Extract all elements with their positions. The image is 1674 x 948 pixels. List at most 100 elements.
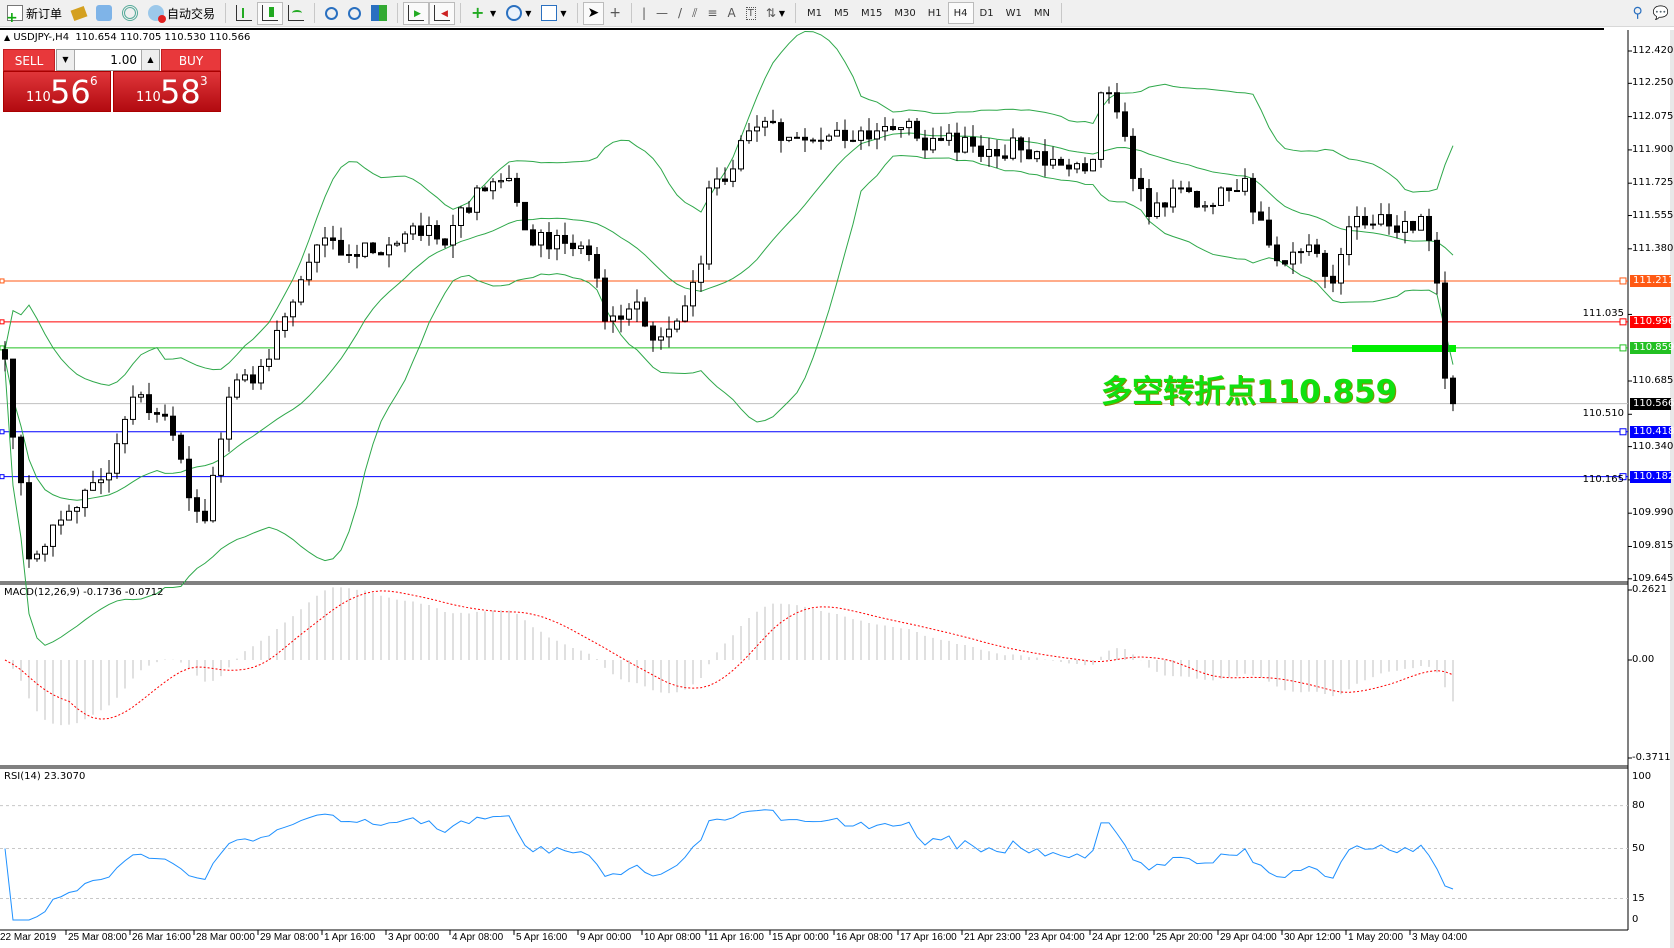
- candle-body: [546, 231, 552, 250]
- channel-button[interactable]: ⫽: [687, 2, 702, 25]
- candle-body: [674, 320, 680, 330]
- timeframe-mn[interactable]: MN: [1033, 7, 1050, 19]
- candle-body: [90, 482, 96, 491]
- candle-body: [514, 177, 520, 203]
- level-handle: [1619, 473, 1627, 481]
- horizontal-line-button[interactable]: —: [651, 2, 673, 25]
- line-chart-button[interactable]: [283, 2, 309, 25]
- chart-shift-button[interactable]: ◀: [429, 1, 456, 25]
- trendline-button[interactable]: /: [673, 2, 687, 25]
- candle-body: [970, 136, 976, 147]
- lot-decrease-button[interactable]: ▼: [57, 50, 75, 70]
- candle-body: [1146, 188, 1152, 217]
- auto-scroll-button[interactable]: ▶: [403, 1, 430, 25]
- lot-stepper[interactable]: ▼ 1.00 ▲: [56, 49, 160, 71]
- candle-body: [1106, 92, 1112, 95]
- fibonacci-button[interactable]: ≡: [702, 2, 722, 25]
- templates-button[interactable]: ▼: [536, 2, 571, 25]
- bid-pips: 56: [50, 73, 91, 111]
- text-label-button[interactable]: T: [741, 2, 761, 25]
- auto-trading-button[interactable]: 自动交易: [143, 2, 220, 25]
- candle-body: [1074, 163, 1080, 170]
- candle-body: [34, 553, 40, 560]
- rsi-label: RSI(14) 23.3070: [4, 771, 86, 782]
- text-button[interactable]: A: [722, 2, 740, 25]
- bid-price[interactable]: 110 56 6: [3, 71, 111, 112]
- candle-body: [1162, 202, 1168, 208]
- time-axis-label: 29 Mar 08:00: [260, 932, 319, 943]
- candle-body: [866, 130, 872, 140]
- zoom-out-button[interactable]: [343, 2, 366, 25]
- vertical-line-button[interactable]: |: [637, 2, 651, 25]
- candle-body: [826, 135, 832, 141]
- lot-input[interactable]: 1.00: [110, 53, 137, 67]
- candle-body: [1346, 226, 1352, 256]
- bar-chart-button[interactable]: [231, 2, 257, 25]
- candle-body: [66, 510, 72, 521]
- timeframe-m30[interactable]: M30: [894, 7, 916, 19]
- candle-body: [778, 122, 784, 141]
- tile-windows-icon: [371, 5, 388, 21]
- ask-pips: 58: [160, 73, 201, 111]
- periods-button[interactable]: ▼: [501, 2, 536, 25]
- search-button[interactable]: ⚲: [1628, 2, 1648, 25]
- candle-body: [1034, 151, 1040, 160]
- candle-body: [834, 129, 840, 137]
- candle-body: [1306, 244, 1312, 253]
- lot-increase-button[interactable]: ▲: [141, 50, 159, 70]
- bollinger-upper: [4, 30, 1454, 386]
- chat-icon: 💬: [1652, 5, 1669, 21]
- timeframe-m15[interactable]: M15: [861, 7, 883, 19]
- candle-body: [1018, 137, 1024, 151]
- timeframe-w1[interactable]: W1: [1005, 7, 1022, 19]
- signals-button[interactable]: [117, 2, 143, 25]
- timeframe-m5[interactable]: M5: [834, 7, 850, 19]
- timeframe-m1[interactable]: M1: [807, 7, 823, 19]
- candle-body: [730, 168, 736, 182]
- candle-body: [298, 279, 304, 303]
- candle-body: [1434, 239, 1440, 284]
- time-axis-label: 24 Apr 12:00: [1092, 932, 1149, 943]
- arrows-button[interactable]: ⇅ ▼: [761, 2, 790, 25]
- candle-body: [106, 472, 112, 481]
- buy-button[interactable]: BUY: [161, 49, 221, 71]
- candlestick-chart-button[interactable]: [257, 1, 284, 25]
- cursor-button[interactable]: ➤: [582, 1, 605, 25]
- candle-body: [1426, 215, 1432, 241]
- candle-body: [1266, 219, 1272, 246]
- zoom-in-button[interactable]: [320, 2, 343, 25]
- tile-windows-button[interactable]: [366, 2, 392, 25]
- candle-body: [26, 482, 32, 560]
- scrollbar[interactable]: [1670, 30, 1674, 948]
- sell-button[interactable]: SELL: [3, 49, 55, 71]
- candle-body: [274, 329, 280, 360]
- price-axis-label: 111.035: [1582, 308, 1624, 320]
- candle-body: [1202, 205, 1208, 208]
- candle-body: [490, 181, 496, 192]
- candle-body: [1258, 211, 1264, 221]
- crosshair-button[interactable]: +: [604, 2, 626, 25]
- market-watch-button[interactable]: [91, 2, 117, 25]
- candle-body: [898, 127, 904, 131]
- indicators-button[interactable]: + ▼: [466, 2, 501, 25]
- candle-body: [202, 510, 208, 522]
- collapse-icon[interactable]: ▲: [4, 33, 11, 42]
- clock-icon: [506, 5, 523, 21]
- candle-body: [154, 412, 160, 415]
- candle-body: [82, 489, 88, 509]
- price-axis-label: 111.725: [1632, 177, 1674, 189]
- bid-fraction: 6: [90, 74, 98, 88]
- new-order-button[interactable]: + 新订单: [2, 2, 67, 25]
- timeframe-d1[interactable]: D1: [979, 7, 994, 19]
- ask-price[interactable]: 110 58 3: [113, 71, 221, 112]
- pivot-annotation[interactable]: 多空转折点110.859: [1101, 374, 1398, 410]
- candle-body: [242, 374, 248, 381]
- timeframe-h4[interactable]: H4: [947, 2, 974, 24]
- candle-body: [442, 238, 448, 246]
- chat-button[interactable]: 💬: [1648, 2, 1674, 25]
- timeframe-h1[interactable]: H1: [927, 7, 942, 19]
- candle-body: [474, 187, 480, 213]
- symbol-label: USDJPY-,H4: [13, 32, 70, 43]
- candle-body: [1154, 202, 1160, 217]
